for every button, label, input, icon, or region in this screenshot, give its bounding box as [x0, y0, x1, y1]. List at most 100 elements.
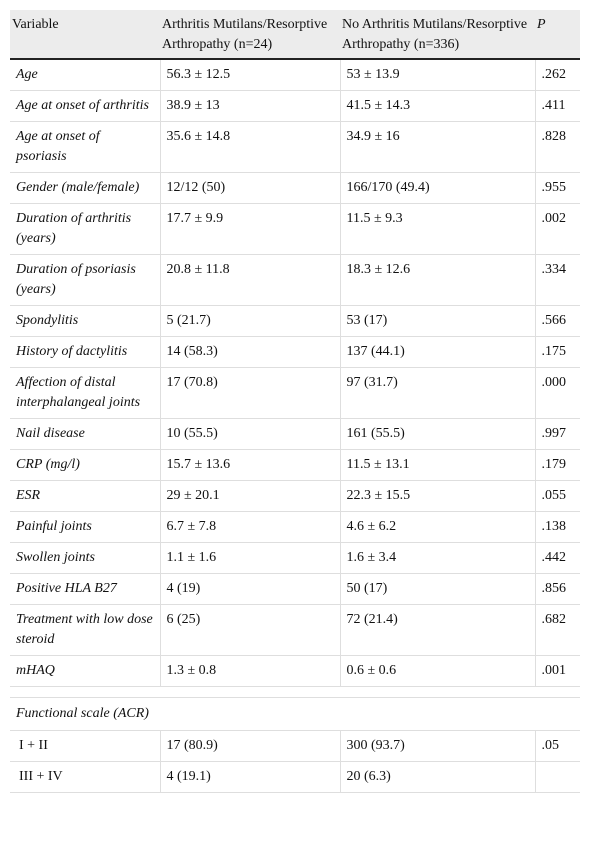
header-cell: P	[535, 10, 580, 60]
variable-cell: Age	[10, 59, 161, 91]
table-row: History of dactylitis 14 (58.3) 137 (44.1)…	[10, 336, 580, 368]
value-cell: 15.7 ± 13.6	[160, 449, 341, 481]
variable-cell: III + IV	[10, 761, 161, 793]
variable-cell: Age at onset of psoriasis	[10, 121, 161, 173]
value-cell: 0.6 ± 0.6	[340, 655, 536, 687]
variable-cell: I + II	[10, 730, 161, 762]
value-cell: 56.3 ± 12.5	[160, 59, 341, 91]
value-cell: .997	[535, 418, 580, 450]
spacer-cell	[10, 686, 580, 698]
table-row: Duration of psoriasis (years) 20.8 ± 11.8…	[10, 254, 580, 306]
value-cell: 14 (58.3)	[160, 336, 341, 368]
value-cell: .442	[535, 542, 580, 574]
value-cell: 1.6 ± 3.4	[340, 542, 536, 574]
table-row: Duration of arthritis (years) 17.7 ± 9.9 1…	[10, 203, 580, 255]
value-cell: 17 (70.8)	[160, 367, 341, 419]
variable-cell: Duration of psoriasis (years)	[10, 254, 161, 306]
value-cell: 1.3 ± 0.8	[160, 655, 341, 687]
value-cell: .055	[535, 480, 580, 512]
value-cell: 11.5 ± 13.1	[340, 449, 536, 481]
value-cell: 5 (21.7)	[160, 305, 341, 337]
variable-cell: Nail disease	[10, 418, 161, 450]
section-row: Functional scale (ACR)	[10, 697, 580, 731]
value-cell: 10 (55.5)	[160, 418, 341, 450]
table-row: Age at onset of psoriasis 35.6 ± 14.8 34.9…	[10, 121, 580, 173]
variable-cell: History of dactylitis	[10, 336, 161, 368]
table-row: Affection of distal interphalangeal join…	[10, 367, 580, 419]
value-cell: 34.9 ± 16	[340, 121, 536, 173]
value-cell: 4 (19)	[160, 573, 341, 605]
value-cell: 53 ± 13.9	[340, 59, 536, 91]
value-cell: 20 (6.3)	[340, 761, 536, 793]
value-cell: .179	[535, 449, 580, 481]
value-cell: 50 (17)	[340, 573, 536, 605]
value-cell: .334	[535, 254, 580, 306]
variable-cell: Age at onset of arthritis	[10, 90, 161, 122]
value-cell: 20.8 ± 11.8	[160, 254, 341, 306]
variable-cell: Positive HLA B27	[10, 573, 161, 605]
table-row: Treatment with low dose steroid 6 (25) 72 …	[10, 604, 580, 656]
data-table: Variable Arthritis Mutilans/Resorptive Ar…	[10, 10, 580, 793]
value-cell: 38.9 ± 13	[160, 90, 341, 122]
value-cell: 72 (21.4)	[340, 604, 536, 656]
variable-cell: Spondylitis	[10, 305, 161, 337]
table-row: I + II 17 (80.9) 300 (93.7) .05	[10, 730, 580, 762]
value-cell: .955	[535, 172, 580, 204]
table-row: Age 56.3 ± 12.5 53 ± 13.9.262	[10, 59, 580, 91]
value-cell: .856	[535, 573, 580, 605]
table-row: III + IV 4 (19.1) 20 (6.3)	[10, 761, 580, 793]
value-cell: .05	[535, 730, 580, 762]
value-cell: .566	[535, 305, 580, 337]
variable-cell: Affection of distal interphalangeal join…	[10, 367, 161, 419]
table-row: ESR 29 ± 20.1 22.3 ± 15.5.055	[10, 480, 580, 512]
value-cell: 4.6 ± 6.2	[340, 511, 536, 543]
table-row: Nail disease 10 (55.5) 161 (55.5) .997	[10, 418, 580, 450]
value-cell: .828	[535, 121, 580, 173]
value-cell: 4 (19.1)	[160, 761, 341, 793]
variable-cell: Duration of arthritis (years)	[10, 203, 161, 255]
value-cell: 6 (25)	[160, 604, 341, 656]
variable-cell: CRP (mg/l)	[10, 449, 161, 481]
value-cell: 18.3 ± 12.6	[340, 254, 536, 306]
value-cell: 137 (44.1)	[340, 336, 536, 368]
table-body: Age 56.3 ± 12.5 53 ± 13.9.262 Age at onset …	[10, 59, 580, 793]
value-cell: 53 (17)	[340, 305, 536, 337]
section-title: Functional scale (ACR)	[10, 697, 580, 731]
header-cell: Variable	[10, 10, 160, 60]
value-cell: .411	[535, 90, 580, 122]
value-cell: .175	[535, 336, 580, 368]
value-cell: .000	[535, 367, 580, 419]
table-row: Swollen joints 1.1 ± 1.6 1.6 ± 3.4.442	[10, 542, 580, 574]
spacer-row	[10, 686, 580, 698]
value-cell	[535, 761, 580, 793]
value-cell: 22.3 ± 15.5	[340, 480, 536, 512]
value-cell: 17 (80.9)	[160, 730, 341, 762]
value-cell: 35.6 ± 14.8	[160, 121, 341, 173]
table-row: CRP (mg/l) 15.7 ± 13.6 11.5 ± 13.1.179	[10, 449, 580, 481]
value-cell: .001	[535, 655, 580, 687]
variable-cell: ESR	[10, 480, 161, 512]
variable-cell: Painful joints	[10, 511, 161, 543]
value-cell: .138	[535, 511, 580, 543]
variable-cell: Swollen joints	[10, 542, 161, 574]
table-row: Painful joints 6.7 ± 7.8 4.6 ± 6.2.138	[10, 511, 580, 543]
value-cell: 6.7 ± 7.8	[160, 511, 341, 543]
header-row: Variable Arthritis Mutilans/Resorptive Ar…	[10, 10, 580, 60]
table-row: mHAQ 1.3 ± 0.8 0.6 ± 0.6.001	[10, 655, 580, 687]
variable-cell: Treatment with low dose steroid	[10, 604, 161, 656]
table-row: Gender (male/female) 12/12 (50) 166/170 (4…	[10, 172, 580, 204]
value-cell: 300 (93.7)	[340, 730, 536, 762]
table-row: Spondylitis 5 (21.7) 53 (17) .566	[10, 305, 580, 337]
header-cell: No Arthritis Mutilans/Resorptive Arthrop…	[340, 10, 535, 60]
value-cell: 161 (55.5)	[340, 418, 536, 450]
table-row: Age at onset of arthritis 38.9 ± 13 41.5 ±…	[10, 90, 580, 122]
header-cell: Arthritis Mutilans/Resorptive Arthropath…	[160, 10, 340, 60]
value-cell: 1.1 ± 1.6	[160, 542, 341, 574]
value-cell: 41.5 ± 14.3	[340, 90, 536, 122]
value-cell: .262	[535, 59, 580, 91]
value-cell: 11.5 ± 9.3	[340, 203, 536, 255]
value-cell: 29 ± 20.1	[160, 480, 341, 512]
table-row: Positive HLA B27 4 (19) 50 (17) .856	[10, 573, 580, 605]
variable-cell: mHAQ	[10, 655, 161, 687]
